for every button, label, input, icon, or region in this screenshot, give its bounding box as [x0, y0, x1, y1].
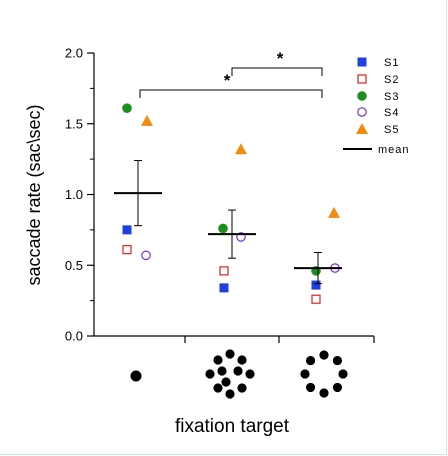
point-s1 — [219, 283, 229, 293]
mean-markers — [114, 160, 342, 285]
ring-cluster-dot — [332, 355, 343, 366]
ring-cluster-dot — [338, 369, 348, 379]
point-s5 — [328, 206, 340, 218]
filled-cluster-dot — [233, 366, 243, 376]
single-dot-icon — [130, 370, 142, 382]
y-tick-label: 2.0 — [65, 46, 83, 61]
legend-label-s2: S2 — [384, 74, 399, 86]
legend-label-s1: S1 — [384, 57, 399, 69]
filled-cluster-dot — [213, 383, 223, 393]
significance-star: * — [277, 49, 284, 68]
filled-cluster-dot — [225, 349, 235, 359]
filled-cluster-dot — [237, 383, 247, 393]
x-axis-label: fixation target — [175, 416, 290, 437]
legend-label-mean: mean — [378, 144, 410, 156]
filled-cluster-dot — [245, 369, 255, 379]
filled-cluster-dot — [225, 389, 235, 399]
ring-cluster-dot — [319, 350, 329, 360]
significance-star: * — [224, 71, 231, 90]
point-s5 — [141, 114, 153, 126]
legend-label-s3: S3 — [384, 91, 399, 103]
category-icons — [130, 349, 348, 399]
axes: 0.0 0.5 1.0 1.5 2.0 — [65, 46, 375, 344]
y-axis-label: saccade rate (sac\sec) — [24, 104, 44, 285]
point-s4 — [141, 250, 151, 261]
filled-cluster-dot — [205, 369, 215, 379]
filled-cluster-dot — [217, 366, 227, 376]
point-s2 — [311, 294, 321, 304]
ring-cluster-dot — [319, 388, 329, 398]
legend-marker-s4 — [357, 107, 367, 117]
filled-cluster-dot — [237, 355, 247, 365]
point-s2 — [219, 266, 229, 276]
legend-marker-s5 — [356, 123, 368, 134]
legend-label-s4: S4 — [384, 107, 399, 119]
significance-brackets: ** — [139, 49, 323, 98]
filled-cluster-dot — [221, 377, 231, 387]
legend-marker-s2 — [357, 74, 367, 84]
legend-marker-s3 — [357, 91, 367, 101]
point-s3 — [122, 103, 132, 113]
filled-cluster-dot — [213, 355, 223, 365]
legend-label-s5: S5 — [384, 124, 399, 136]
ring-cluster-dot — [300, 369, 310, 379]
data-points — [122, 103, 340, 304]
point-s2 — [122, 245, 132, 255]
point-s5 — [235, 143, 247, 155]
ring-cluster-dot — [305, 355, 316, 366]
y-tick-label: 0.0 — [65, 329, 83, 344]
point-s1 — [122, 225, 132, 235]
ring-cluster-dot — [305, 382, 316, 393]
y-tick-label: 1.5 — [65, 116, 83, 131]
significance-bracket — [231, 67, 323, 76]
point-s1 — [311, 280, 321, 290]
ring-cluster-dot — [332, 382, 343, 393]
significance-bracket — [139, 89, 323, 98]
y-tick-label: 1.0 — [65, 187, 83, 202]
point-s3 — [218, 223, 228, 234]
legend: S1 S2 S3 S4 S5 mean — [343, 57, 410, 156]
legend-marker-s1 — [357, 57, 367, 67]
y-tick-label: 0.5 — [65, 258, 83, 273]
